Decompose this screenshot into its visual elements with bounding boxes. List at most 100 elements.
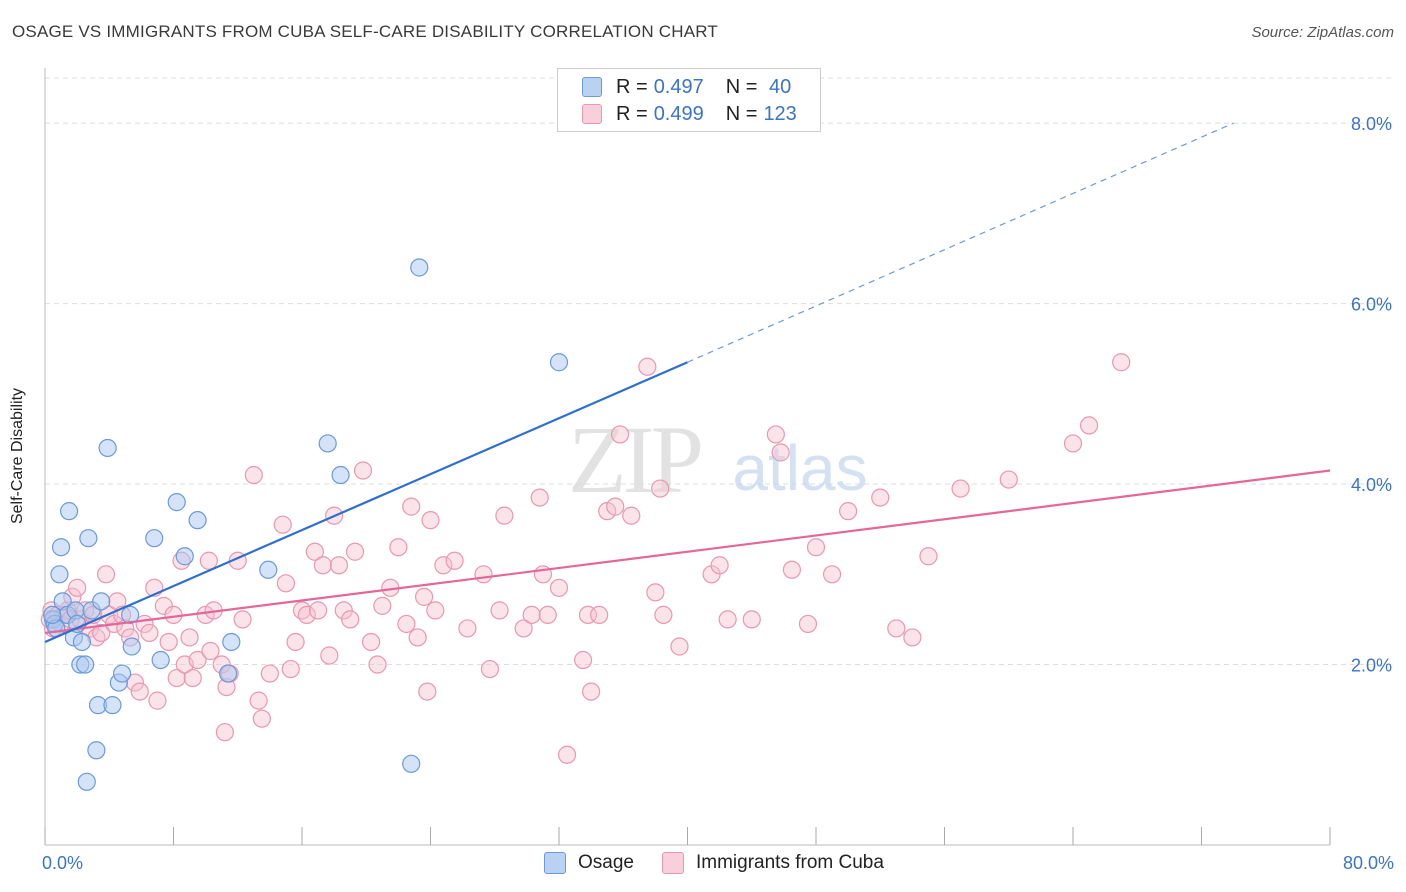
cuba-point (887, 619, 906, 638)
cuba-point (782, 560, 802, 579)
cuba-point (368, 655, 387, 674)
cuba-point (654, 605, 673, 625)
y-tick-label: 2.0% (1351, 656, 1392, 676)
y-tick-labels: 2.0% 4.0% 6.0% 8.0% (1351, 114, 1392, 675)
legend-swatch-cuba (662, 852, 684, 874)
cuba-point (408, 628, 427, 647)
watermark-zip: ZIP (568, 406, 701, 513)
osage-point (77, 772, 96, 791)
y-tick-label: 8.0% (1351, 114, 1392, 134)
cuba-point (96, 565, 116, 584)
cuba-point (345, 542, 365, 561)
legend-swatch-cuba (582, 104, 602, 124)
legend-r-label: R = (616, 75, 648, 98)
cuba-point (397, 614, 416, 634)
cuba-point (839, 502, 858, 521)
cuba-point (1063, 434, 1083, 453)
cuba-point (1112, 353, 1131, 372)
cuba-point (582, 682, 601, 701)
cuba-point (490, 601, 509, 620)
osage-point (122, 637, 141, 656)
cuba-point (610, 425, 630, 444)
cuba-point (320, 646, 339, 665)
cuba-point (159, 632, 178, 652)
chart-title: OSAGE VS IMMIGRANTS FROM CUBA SELF-CARE … (12, 22, 718, 41)
legend-label-cuba: Immigrants from Cuba (696, 852, 884, 873)
osage-point (318, 434, 337, 453)
x-axis-max-label: 80.0% (1342, 853, 1394, 873)
legend-item-osage: Osage (544, 852, 634, 874)
cuba-point (871, 488, 890, 507)
axes (44, 68, 1331, 846)
correlation-legend: R = 0.497 N = 40 R = 0.499 N = 123 (557, 68, 821, 132)
osage-point (50, 565, 69, 584)
cuba-point (919, 547, 938, 566)
cuba-point (308, 601, 328, 620)
cuba-point (670, 637, 689, 656)
cuba-trend-line (44, 469, 1331, 635)
cuba-point (92, 623, 111, 643)
osage-point (402, 754, 421, 773)
cuba-point (215, 723, 234, 742)
legend-r-value: 0.497 (653, 75, 704, 98)
legend-n-value: 40 (763, 75, 792, 98)
cuba-point (140, 623, 159, 643)
cuba-point (414, 587, 434, 606)
cuba-point (233, 610, 252, 629)
cuba-point (249, 691, 268, 710)
osage-point (151, 650, 170, 670)
cuba-point (622, 506, 641, 525)
legend-r-value: 0.499 (653, 102, 704, 125)
osage-point (103, 696, 122, 715)
trend-lines (44, 122, 1331, 643)
osage-point (59, 502, 79, 521)
legend-n-label: N = (725, 75, 758, 98)
osage-point (92, 592, 111, 611)
cuba-point (286, 632, 305, 652)
cuba-point (167, 668, 186, 688)
y-tick-label: 4.0% (1351, 475, 1392, 495)
osage-trend-extension (687, 122, 1234, 363)
cuba-point (530, 488, 549, 507)
cuba-point (305, 542, 324, 561)
cuba-point (426, 601, 445, 620)
cuba-point (180, 628, 199, 647)
cuba-point (771, 443, 790, 462)
cuba-point (361, 632, 381, 652)
osage-point (145, 529, 164, 548)
cuba-point (951, 479, 970, 498)
osage-point (43, 605, 62, 625)
cuba-point (798, 614, 818, 634)
cuba-point (538, 605, 557, 625)
cuba-point (353, 461, 373, 480)
cuba-point (329, 556, 349, 575)
osage-point (410, 258, 429, 277)
osage-point (167, 493, 186, 512)
cuba-point (130, 682, 149, 701)
cuba-point (201, 641, 220, 661)
cuba-point (418, 682, 437, 701)
cuba-point (421, 511, 440, 530)
legend-row-cuba: R = 0.499 N = 123 (582, 102, 797, 126)
cuba-point (549, 578, 569, 597)
legend-n-value: 123 (763, 102, 797, 125)
cuba-point (742, 610, 761, 629)
cuba-point (822, 565, 842, 584)
cuba-point (718, 610, 737, 629)
cuba-point (313, 556, 332, 575)
osage-point (259, 560, 278, 579)
cuba-point (806, 538, 826, 557)
cuba-point (341, 610, 360, 629)
cuba-point (557, 745, 577, 764)
cuba-point (402, 497, 421, 516)
osage-point (87, 741, 106, 760)
osage-point (188, 511, 207, 530)
cuba-point (434, 556, 453, 575)
cuba-point (606, 497, 625, 516)
legend-label-osage: Osage (578, 852, 634, 873)
legend-r-label: R = (616, 102, 648, 125)
legend-row-osage: R = 0.497 N = 40 (582, 75, 791, 99)
cuba-point (1079, 416, 1099, 435)
cuba-point (276, 574, 296, 593)
watermark: ZIP atlas (568, 406, 868, 513)
